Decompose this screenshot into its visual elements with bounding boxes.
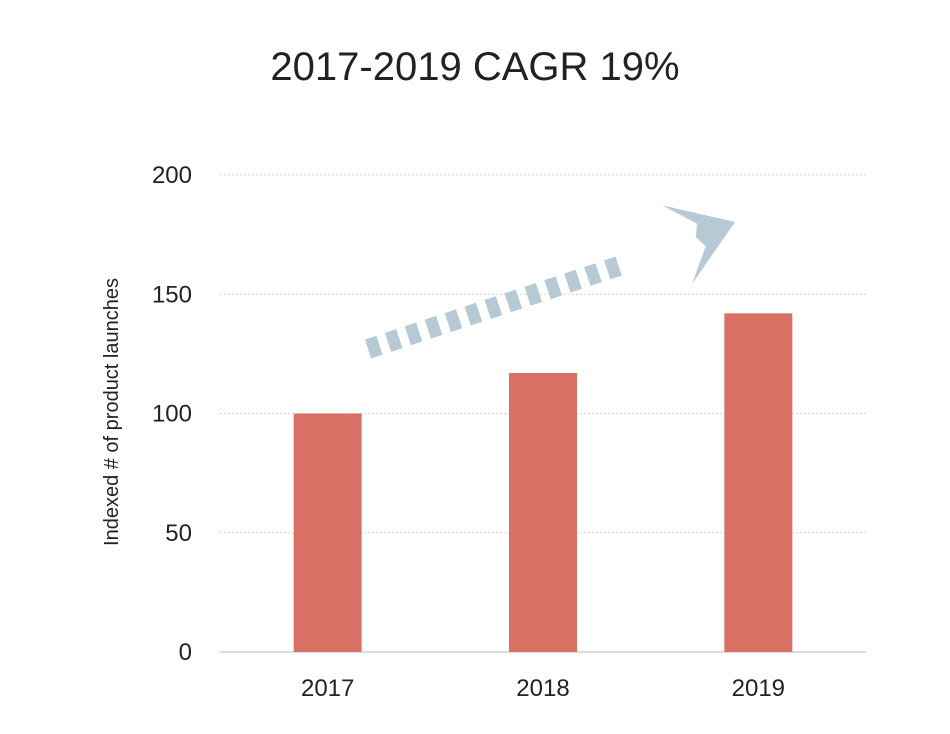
y-tick-label: 0 — [179, 639, 192, 666]
x-tick-label: 2018 — [516, 675, 569, 702]
x-tick-labels: 2017 2018 2019 — [301, 675, 785, 702]
bar-2017 — [293, 413, 362, 652]
bar-2019 — [724, 313, 793, 652]
y-tick-label: 200 — [152, 162, 192, 189]
x-tick-label: 2017 — [301, 675, 354, 702]
bar-2018 — [509, 372, 577, 652]
bars — [293, 313, 793, 652]
y-axis-label: Indexed # of product launches — [101, 278, 123, 546]
y-tick-label: 50 — [165, 520, 192, 547]
x-tick-label: 2019 — [732, 675, 785, 702]
trend-arrow-icon — [364, 205, 735, 359]
y-tick-label: 150 — [152, 281, 192, 308]
y-tick-labels: 0 50 100 150 200 — [152, 162, 192, 666]
chart-title: 2017-2019 CAGR 19% — [270, 45, 679, 89]
y-tick-label: 100 — [152, 401, 192, 428]
